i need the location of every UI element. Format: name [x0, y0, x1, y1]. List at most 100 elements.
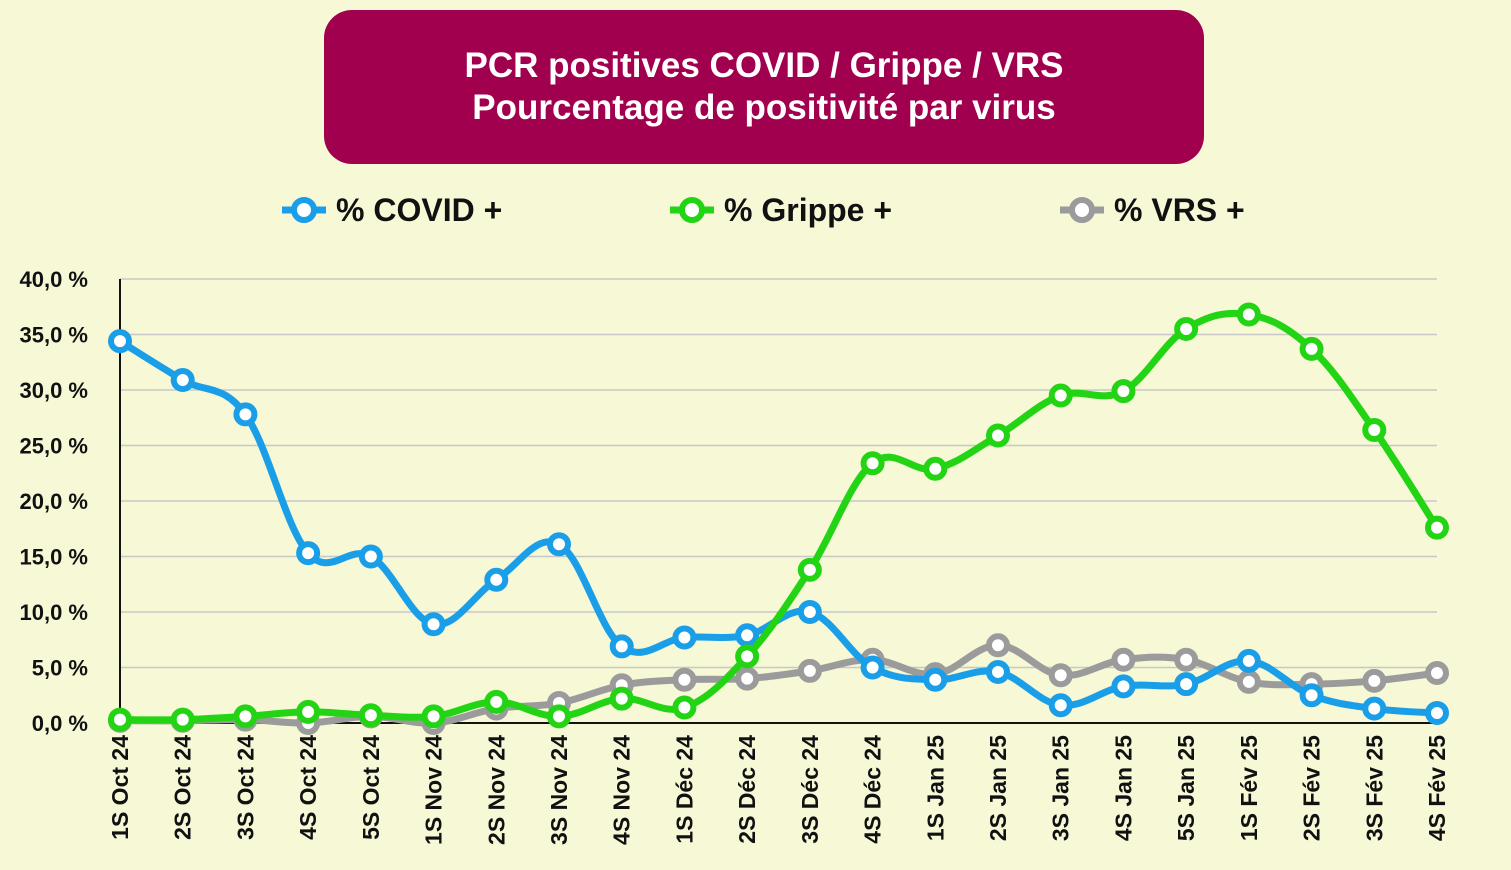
data-point-grippe	[860, 451, 885, 476]
x-tick-label: 3S Oct 24	[232, 735, 258, 840]
x-tick-label: 1S Jan 25	[922, 735, 948, 841]
data-point-vrs	[1048, 663, 1073, 688]
legend-item-covid: % COVID +	[280, 186, 502, 234]
data-point-covid	[358, 544, 383, 569]
data-point-covid	[1425, 701, 1449, 726]
data-point-grippe	[1048, 383, 1073, 408]
legend-item-vrs: % VRS +	[1058, 186, 1245, 234]
data-point-covid	[1236, 648, 1261, 673]
data-point-grippe	[1236, 302, 1261, 327]
legend-label-grippe: % Grippe +	[724, 191, 893, 228]
y-tick-label: 15,0 %	[20, 545, 89, 570]
data-point-covid	[1111, 674, 1136, 699]
x-tick-label: 2S Nov 24	[483, 735, 509, 845]
data-point-covid	[1299, 683, 1324, 708]
data-point-grippe	[421, 704, 446, 729]
data-point-covid	[609, 634, 634, 659]
data-point-covid	[672, 625, 697, 650]
data-point-grippe	[233, 704, 258, 729]
legend-label-covid: % COVID +	[336, 191, 503, 228]
legend: % COVID + % Grippe + % VRS +	[0, 186, 1511, 236]
x-tick-label: 1S Nov 24	[421, 735, 447, 845]
x-tick-label: 4S Nov 24	[609, 735, 635, 845]
legend-marker-covid	[282, 197, 326, 223]
data-point-grippe	[1425, 515, 1449, 540]
data-point-covid	[296, 541, 321, 566]
data-point-grippe	[1174, 316, 1199, 341]
data-point-covid	[860, 655, 885, 680]
data-point-grippe	[484, 689, 509, 714]
data-point-vrs	[1362, 668, 1387, 693]
x-tick-label: 2S Oct 24	[170, 735, 196, 840]
data-point-grippe	[358, 703, 383, 728]
x-tick-label: 1S Fév 25	[1236, 735, 1262, 841]
x-tick-label: 1S Déc 24	[671, 735, 697, 844]
x-tick-label: 1S Oct 24	[107, 735, 133, 840]
data-point-covid	[108, 329, 132, 354]
y-tick-label: 40,0 %	[20, 267, 89, 292]
data-point-vrs	[1425, 661, 1449, 686]
x-tick-label: 3S Jan 25	[1048, 735, 1074, 841]
data-point-vrs	[1111, 647, 1136, 672]
data-point-covid	[421, 612, 446, 637]
data-point-vrs	[672, 667, 697, 692]
y-tick-label: 30,0 %	[20, 378, 89, 403]
chart-title: PCR positives COVID / Grippe / VRS	[464, 46, 1064, 85]
x-tick-label: 3S Nov 24	[546, 735, 572, 845]
data-point-grippe	[170, 707, 195, 732]
x-tick-label: 4S Déc 24	[860, 735, 886, 844]
data-point-vrs	[986, 633, 1010, 658]
chart-title-box: PCR positives COVID / Grippe / VRS Pourc…	[324, 10, 1204, 164]
data-point-covid	[547, 532, 571, 557]
data-point-vrs	[1236, 669, 1261, 694]
legend-marker-grippe	[670, 197, 714, 223]
series-line-vrs	[116, 641, 1441, 727]
x-tick-label: 2S Jan 25	[985, 735, 1011, 841]
data-point-grippe	[735, 644, 760, 669]
data-point-covid	[1362, 696, 1387, 721]
data-point-grippe	[296, 699, 321, 724]
data-point-covid	[170, 368, 195, 393]
legend-marker-vrs	[1060, 197, 1104, 223]
y-tick-label: 25,0 %	[20, 434, 89, 459]
data-point-grippe	[1111, 379, 1136, 404]
data-point-grippe	[797, 557, 822, 582]
data-point-grippe	[609, 686, 634, 711]
data-point-grippe	[108, 707, 132, 732]
data-point-grippe	[923, 456, 948, 481]
data-point-grippe	[1299, 336, 1324, 361]
x-tick-label: 2S Déc 24	[734, 735, 760, 844]
data-point-covid	[233, 402, 258, 427]
data-point-grippe	[1362, 417, 1387, 442]
y-tick-label: 35,0 %	[20, 323, 89, 348]
x-tick-label: 2S Fév 25	[1299, 735, 1325, 841]
data-point-covid	[986, 659, 1010, 684]
data-point-covid	[923, 667, 948, 692]
data-point-covid	[1174, 672, 1199, 697]
y-tick-label: 5,0 %	[32, 656, 88, 681]
data-point-vrs	[797, 658, 822, 683]
legend-item-grippe: % Grippe +	[668, 186, 892, 234]
x-tick-label: 3S Déc 24	[797, 735, 823, 844]
x-tick-label: 4S Jan 25	[1110, 735, 1136, 841]
x-tick-label: 5S Jan 25	[1173, 735, 1199, 841]
data-point-covid	[484, 567, 509, 592]
y-tick-label: 10,0 %	[20, 600, 89, 625]
data-point-grippe	[547, 704, 571, 729]
data-point-vrs	[735, 666, 760, 691]
y-tick-label: 0,0 %	[32, 711, 88, 736]
y-tick-label: 20,0 %	[20, 489, 89, 514]
data-point-grippe	[986, 423, 1010, 448]
x-tick-label: 5S Oct 24	[358, 735, 384, 840]
data-point-covid	[1048, 693, 1073, 718]
chart-subtitle: Pourcentage de positivité par virus	[472, 88, 1056, 127]
x-tick-label: 4S Fév 25	[1424, 735, 1450, 841]
x-tick-label: 3S Fév 25	[1361, 735, 1387, 841]
data-point-vrs	[1174, 647, 1199, 672]
x-tick-label: 4S Oct 24	[295, 735, 321, 840]
data-point-covid	[797, 600, 822, 624]
legend-label-vrs: % VRS +	[1114, 191, 1245, 228]
data-point-covid	[735, 623, 760, 648]
data-point-grippe	[672, 695, 697, 720]
